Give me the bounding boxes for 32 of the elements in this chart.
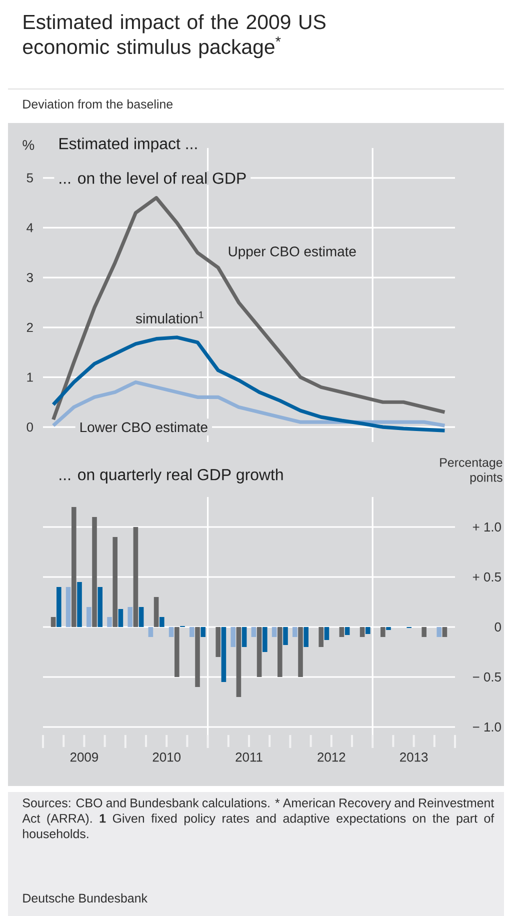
y-tick-label: 4 [26,223,34,232]
y-axis-title: % [22,140,34,150]
text: households. [23,829,88,838]
series-label: Lower CBO estimate [80,422,208,432]
chart-subtitle: Deviation from the baseline [23,99,173,109]
x-tick-label: 2013 [400,752,428,762]
text: 1 Given fixed policy rates and adaptive expectations on the part of [100,814,494,826]
y-tick-label: 3 [26,272,33,282]
source-note: Sources: CBO and Bundesbank calculations. [22,798,270,808]
y-tick-label: − 1.0 [472,722,501,732]
text: * American Recovery and Reinvestment [275,798,494,810]
x-tick-label: 2012 [318,752,346,762]
y-tick-label: + 0.5 [472,572,501,582]
series-label: Upper CBO estimate [228,246,356,260]
text: Act (ARRA). [22,814,92,826]
y-axis-title: Percentage points [440,458,502,484]
series-label: simulation$^{1}$ [136,311,204,324]
y-tick-label: 1 [27,372,33,382]
y-tick-label: 0 [494,622,501,632]
y-tick-label: + 1.0 [472,522,501,532]
annotation: ... on the level of real GDP [60,172,246,184]
x-tick-label: 2011 [236,752,262,762]
text: Deutsche Bundesbank [23,893,148,903]
x-tick-label: 2010 [152,752,180,762]
y-tick-label: 2 [26,322,33,332]
y-tick-label: 0 [26,422,33,432]
chart-title: ... on quarterly real GDP growth [60,468,283,484]
annotation: Estimated impact ... [60,138,197,152]
x-tick-label: 2009 [70,752,98,762]
chart-title: Estimated impact of the 2009 US economic stimulus package$^{*}$ [23,14,326,58]
y-tick-label: 5 [26,173,33,182]
y-tick-label: − 0.5 [472,672,501,682]
